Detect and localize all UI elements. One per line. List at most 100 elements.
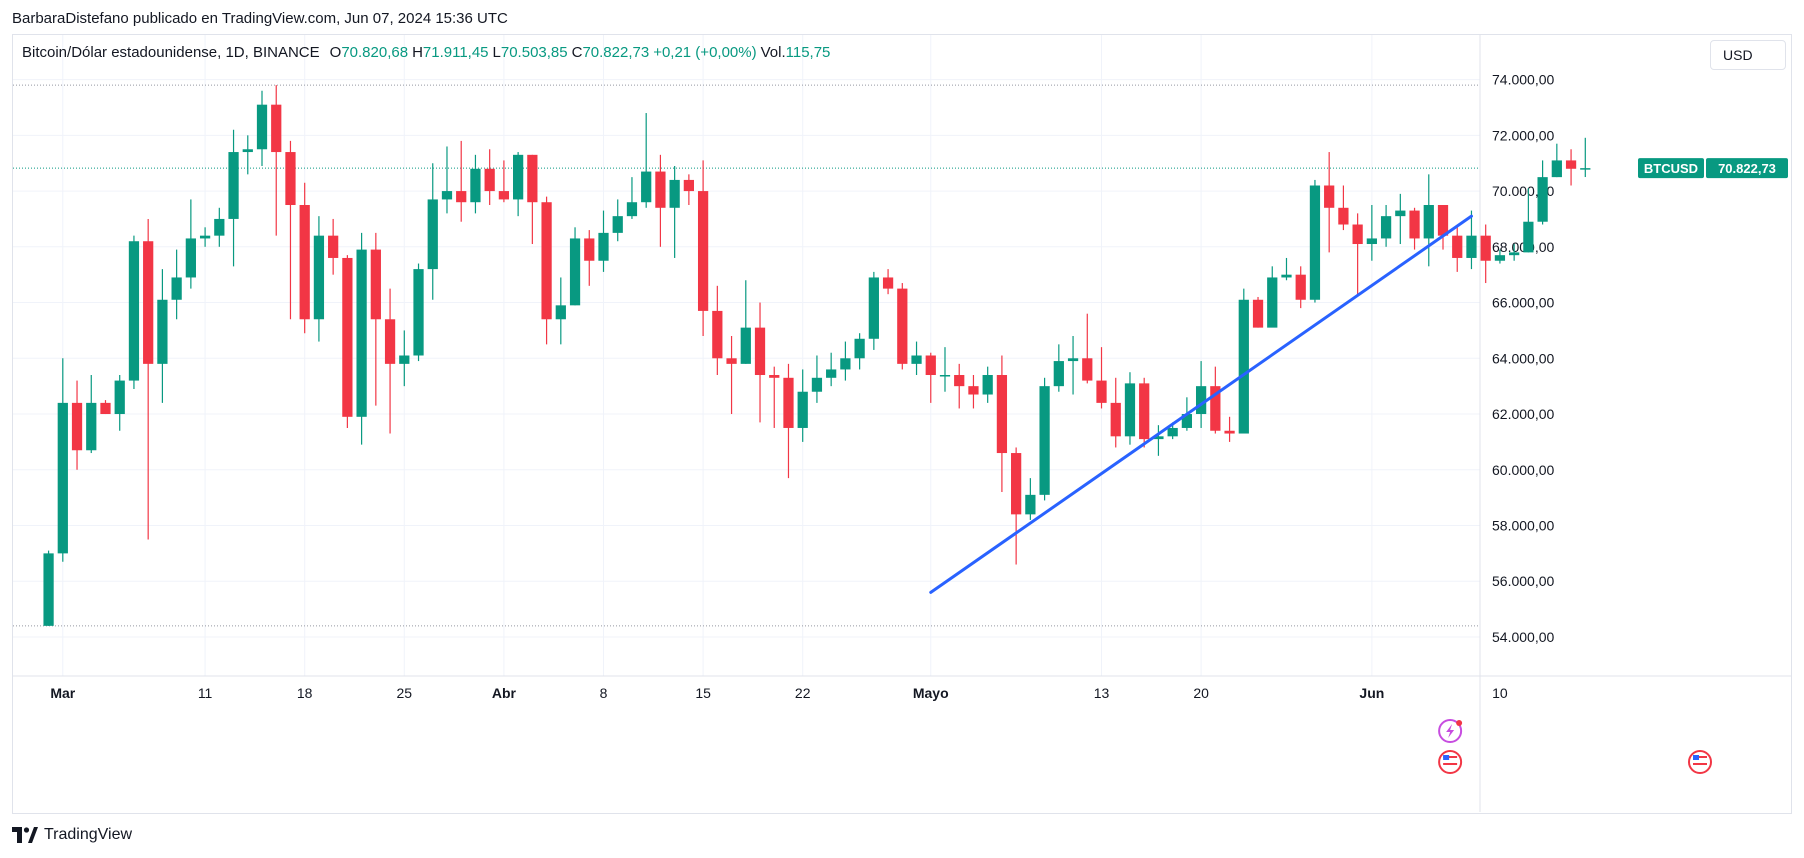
candle-body[interactable] [555,305,566,320]
candle-body[interactable] [384,319,396,364]
candle-body[interactable] [712,310,723,359]
candle-body[interactable] [71,402,83,451]
candle-body[interactable] [1067,358,1079,362]
candle-body[interactable] [541,202,552,320]
trendline[interactable] [929,214,1473,594]
candle-body[interactable] [1466,235,1477,258]
candle-body[interactable] [299,205,310,320]
candle-body[interactable] [513,154,524,200]
candle-body[interactable] [86,402,97,451]
candle-body[interactable] [143,241,154,364]
candle-body[interactable] [1096,380,1107,403]
candle-body[interactable] [171,277,182,300]
candle-body[interactable] [868,277,879,339]
candle-body[interactable] [399,355,410,364]
candle-body[interactable] [1224,430,1235,434]
candle-body[interactable] [626,202,638,217]
candle-body[interactable] [1409,210,1420,239]
candle-body[interactable] [427,199,438,270]
candle-body[interactable] [43,553,54,626]
candle-body[interactable] [655,171,666,208]
currency-button[interactable]: USD [1710,40,1786,70]
candle-body[interactable] [57,402,68,554]
candle-body[interactable] [1295,274,1306,300]
candle-body[interactable] [356,249,367,417]
candle-body[interactable] [982,375,993,395]
candle-body[interactable] [441,191,453,200]
candle-body[interactable] [1537,177,1548,222]
candle-body[interactable] [1423,205,1434,239]
candle-body[interactable] [1452,235,1463,258]
candle-body[interactable] [697,191,709,311]
candle-body[interactable] [313,235,325,320]
candle-body[interactable] [1082,358,1093,381]
candle-body[interactable] [897,288,908,364]
candle-body[interactable] [783,377,794,428]
candle-body[interactable] [641,171,652,203]
candle-body[interactable] [1210,386,1221,431]
candle-body[interactable] [811,377,823,392]
us-flag-event-icon[interactable] [1438,750,1463,774]
candle-body[interactable] [271,104,282,153]
candle-body[interactable] [769,375,780,378]
candle-body[interactable] [1011,453,1022,515]
candle-body[interactable] [1380,216,1392,239]
candle-body[interactable] [128,241,140,381]
candle-body[interactable] [157,299,168,364]
candle-body[interactable] [925,355,936,376]
candle-body[interactable] [413,269,424,356]
candle-body[interactable] [484,168,495,192]
candle-body[interactable] [1509,252,1520,256]
candle-body[interactable] [598,232,609,261]
candle-body[interactable] [1267,277,1278,328]
candle-body[interactable] [1352,224,1363,245]
candle-body[interactable] [1252,299,1264,328]
candle-body[interactable] [1523,221,1534,253]
candle-body[interactable] [1580,168,1591,170]
candle-body[interactable] [100,402,111,415]
candle-body[interactable] [996,375,1008,454]
candle-body[interactable] [1395,210,1406,217]
candle-body[interactable] [669,179,680,208]
candle-body[interactable] [199,235,211,239]
candle-body[interactable] [1366,238,1377,245]
candle-body[interactable] [954,375,965,387]
candle-body[interactable] [1494,255,1506,261]
candle-body[interactable] [470,168,481,203]
candle-body[interactable] [797,391,808,428]
candle-body[interactable] [1110,402,1121,437]
candle-body[interactable] [854,338,865,359]
candle-body[interactable] [342,257,353,417]
candle-body[interactable] [285,152,296,206]
candle-body[interactable] [185,238,196,278]
candle-body[interactable] [1124,383,1136,437]
candle-body[interactable] [1139,383,1150,440]
candle-body[interactable] [1338,207,1349,225]
candle-body[interactable] [1153,436,1164,440]
candle-body[interactable] [1238,299,1249,434]
candle-body[interactable] [1551,160,1562,178]
candle-body[interactable] [740,327,751,364]
candle-body[interactable] [569,238,581,306]
candle-body[interactable] [911,355,922,364]
candle-body[interactable] [1565,160,1577,169]
candle-body[interactable] [1181,414,1193,428]
candle-body[interactable] [498,191,510,200]
candle-body[interactable] [328,235,339,258]
candle-body[interactable] [1480,235,1491,261]
candle-body[interactable] [1025,494,1036,515]
candle-body[interactable] [584,238,595,261]
candle-body[interactable] [1039,386,1050,495]
candle-body[interactable] [114,380,125,415]
candle-body[interactable] [456,191,467,203]
candle-body[interactable] [683,179,694,192]
candle-body[interactable] [1167,427,1178,437]
candle-body[interactable] [939,375,951,377]
candle-body[interactable] [726,358,737,364]
candle-body[interactable] [826,369,837,378]
candle-body[interactable] [754,327,766,376]
candle-body[interactable] [1053,361,1064,387]
candle-body[interactable] [882,277,894,289]
candle-body[interactable] [840,358,851,370]
